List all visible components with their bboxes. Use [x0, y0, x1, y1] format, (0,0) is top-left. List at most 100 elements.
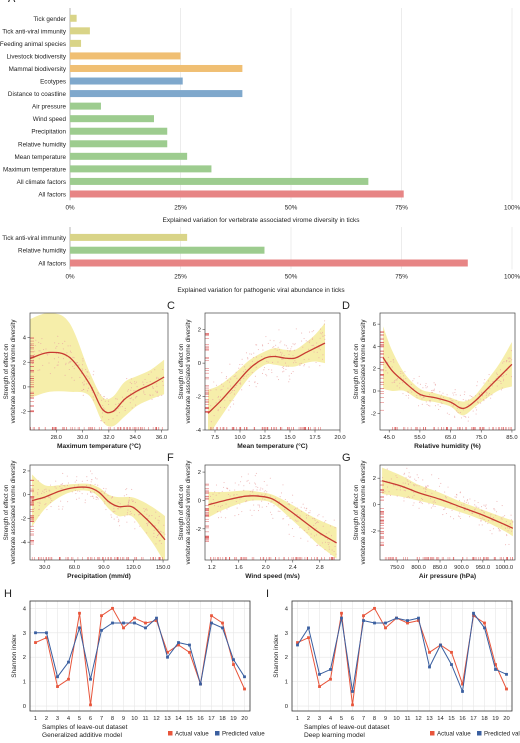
data-point	[428, 650, 431, 654]
residual-point	[512, 521, 514, 523]
residual-point	[434, 405, 436, 407]
residual-point	[269, 511, 272, 513]
x-axis-label: Samples of leave-out dataset	[42, 724, 128, 731]
residual-point	[281, 358, 283, 360]
x-tick-label: 120.0	[126, 565, 141, 571]
residual-point	[314, 519, 316, 521]
residual-point	[495, 511, 498, 513]
residual-point	[228, 506, 230, 508]
residual-point	[293, 509, 296, 511]
residual-point	[102, 405, 104, 407]
residual-point	[439, 399, 441, 401]
residual-point	[456, 410, 458, 412]
x-axis-label: Mean temperature (°C)	[237, 442, 307, 450]
y-tick-label: 1	[285, 680, 288, 686]
residual-point	[294, 343, 296, 345]
residual-point	[458, 402, 460, 404]
residual-point	[217, 517, 220, 519]
residual-point	[37, 492, 39, 494]
x-axis-label: Deep learning model	[304, 732, 365, 739]
residual-point	[492, 520, 494, 522]
residual-point	[69, 361, 71, 363]
legend-swatch	[215, 731, 220, 736]
residual-point	[116, 398, 118, 400]
residual-point	[50, 484, 52, 486]
residual-point	[496, 372, 498, 374]
residual-point	[38, 508, 40, 510]
residual-point	[287, 503, 289, 505]
residual-point	[233, 389, 236, 391]
residual-point	[115, 410, 117, 412]
residual-point	[486, 392, 488, 394]
residual-point	[49, 501, 52, 503]
residual-point	[37, 369, 39, 371]
residual-point	[77, 484, 79, 486]
residual-point	[489, 529, 491, 531]
residual-point	[474, 500, 476, 502]
data-point	[188, 650, 191, 654]
residual-point	[444, 507, 446, 509]
residual-point	[284, 508, 286, 511]
bar	[70, 27, 90, 35]
data-point	[307, 626, 310, 630]
category-label: Livestock biodiversity	[7, 53, 67, 60]
y-tick-label: 0	[23, 385, 26, 391]
residual-point	[330, 553, 332, 555]
residual-point	[425, 488, 427, 490]
residual-point	[158, 540, 160, 542]
data-point	[177, 643, 180, 647]
residual-point	[117, 408, 119, 410]
residual-point	[299, 516, 301, 518]
residual-point	[275, 344, 277, 346]
residual-point	[278, 501, 281, 503]
bar	[70, 127, 168, 135]
residual-point	[266, 375, 268, 377]
residual-point	[476, 385, 478, 387]
residual-point	[146, 522, 148, 525]
residual-point	[217, 397, 219, 399]
data-point	[483, 621, 486, 625]
residual-point	[402, 482, 404, 484]
residual-point	[113, 518, 115, 520]
residual-point	[157, 533, 160, 535]
residual-point	[420, 497, 422, 500]
residual-point	[288, 375, 290, 377]
residual-point	[429, 405, 431, 407]
residual-point	[117, 521, 119, 523]
residual-point	[451, 399, 453, 402]
fit-line	[208, 495, 337, 544]
residual-point	[70, 352, 72, 354]
residual-point	[220, 511, 222, 513]
residual-point	[287, 350, 289, 352]
residual-point	[104, 501, 106, 503]
data-point	[461, 690, 464, 693]
y-tick-label: -2	[21, 516, 26, 522]
residual-point	[100, 420, 102, 422]
residual-point	[62, 348, 64, 350]
residual-point	[42, 490, 44, 492]
residual-point	[510, 519, 512, 521]
residual-point	[70, 360, 72, 362]
data-point	[494, 668, 497, 671]
x-tick-label: 4	[329, 716, 333, 722]
residual-point	[74, 489, 76, 491]
residual-point	[467, 502, 469, 504]
data-point	[329, 677, 332, 681]
residual-point	[236, 377, 238, 379]
residual-point	[308, 515, 310, 517]
residual-point	[290, 348, 292, 350]
residual-point	[144, 509, 147, 511]
residual-point	[403, 500, 405, 502]
residual-point	[498, 379, 500, 382]
residual-point	[225, 517, 227, 519]
residual-point	[241, 363, 243, 365]
residual-point	[255, 472, 257, 474]
residual-point	[466, 500, 468, 502]
residual-point	[82, 394, 84, 396]
residual-point	[470, 396, 472, 398]
residual-point	[459, 492, 461, 494]
residual-point	[143, 507, 145, 510]
residual-point	[446, 394, 448, 396]
residual-point	[64, 340, 66, 342]
residual-point	[87, 371, 89, 373]
